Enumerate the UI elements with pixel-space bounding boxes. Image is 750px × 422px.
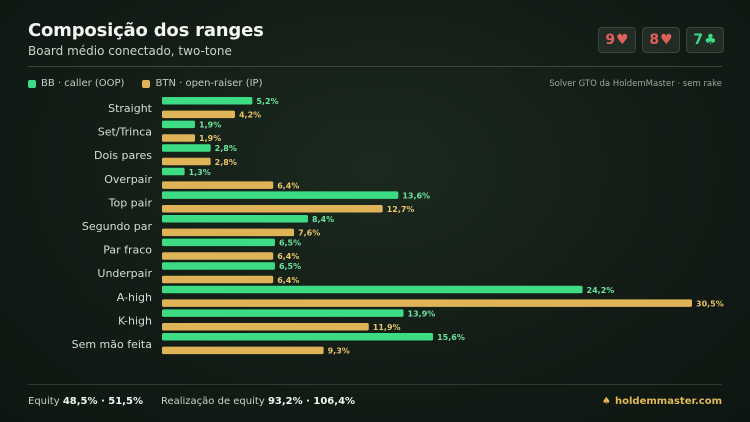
bar-bb [162, 167, 185, 176]
realization-stat: Realização de equity 93,2% · 106,4% [161, 396, 355, 407]
page-subtitle: Board médio conectado, two-tone [28, 44, 232, 58]
footer-divider [28, 384, 722, 385]
category-label: Set/Trinca [98, 126, 152, 139]
value-label-btn: 30,5% [696, 299, 724, 308]
value-label-btn: 7,6% [298, 229, 320, 238]
value-label-bb: 13,6% [402, 191, 430, 200]
bar-bb [162, 238, 275, 247]
bar-bb [162, 144, 211, 152]
spade-icon: ♠ [602, 396, 612, 407]
range-composition-chart: Straight 5,2% 4,2% Set/Trinca 1,9% 1,9% Dois p… [72, 97, 724, 356]
legend-label-bb: BB · caller (OOP) [41, 78, 125, 89]
bar-btn [162, 346, 324, 355]
card-rank: 9 [605, 32, 616, 48]
value-label-btn: 6,4% [277, 252, 299, 261]
value-label-bb: 8,4% [312, 215, 334, 224]
category-label: Overpair [104, 173, 152, 186]
bar-btn [162, 275, 274, 284]
legend-swatch-bb [28, 79, 36, 88]
realization-label: Realização de equity [160, 396, 265, 407]
legend-item-bb: BB · caller (OOP) [28, 78, 124, 89]
bar-btn [162, 228, 295, 237]
value-label-btn: 11,9% [373, 323, 401, 332]
board-card-2: 8 ♥ [642, 27, 680, 53]
value-label-btn: 9,3% [328, 347, 350, 356]
value-label-bb: 6,5% [279, 239, 301, 248]
value-label-btn: 2,8% [215, 158, 237, 167]
bar-bb [162, 309, 404, 317]
bar-btn [162, 134, 196, 142]
realization-values: 93,2% · 106,4% [267, 396, 356, 407]
category-label: Segundo par [82, 220, 153, 233]
bar-bb [162, 285, 583, 294]
legend-item-btn: BTN · open-raiser (IP) [142, 78, 262, 89]
header-divider [28, 66, 722, 67]
value-label-btn: 1,9% [199, 134, 221, 143]
legend-swatch-btn [142, 79, 151, 88]
heart-icon: ♥ [660, 32, 673, 48]
board-card-3: 7 ♣ [686, 27, 724, 53]
bar-bb [162, 333, 434, 341]
category-label: Top pair [108, 196, 153, 209]
bar-btn [162, 252, 274, 260]
value-label-btn: 6,4% [277, 181, 299, 190]
board-card-1: 9 ♥ [598, 27, 636, 53]
bar-btn [162, 323, 369, 331]
board-cards: 9 ♥ 8 ♥ 7 ♣ [598, 27, 724, 53]
category-label: A-high [117, 291, 152, 304]
bar-btn [162, 299, 692, 307]
value-label-btn: 12,7% [387, 205, 415, 214]
bar-btn [162, 205, 383, 213]
bar-bb [162, 262, 275, 270]
category-label: Dois pares [94, 149, 152, 162]
bar-btn [162, 110, 235, 119]
value-label-btn: 4,2% [239, 111, 261, 120]
category-label: K-high [118, 314, 152, 327]
card-rank: 7 [693, 32, 704, 48]
bar-btn [162, 181, 274, 189]
value-label-bb: 15,6% [437, 333, 465, 342]
value-label-bb: 1,3% [189, 168, 211, 177]
brand-link[interactable]: ♠ holdemmaster.com [602, 396, 722, 407]
value-label-bb: 24,2% [587, 286, 615, 295]
bar-btn [162, 157, 211, 166]
value-label-bb: 1,9% [199, 121, 221, 130]
category-label: Straight [108, 102, 153, 115]
footer-stats: Equity 48,5% · 51,5% Realização de equit… [28, 396, 355, 407]
bar-bb [162, 215, 308, 223]
equity-label: Equity [28, 396, 60, 407]
bar-bb [162, 120, 196, 129]
value-label-bb: 13,9% [408, 309, 436, 318]
page-title: Composição dos ranges [28, 20, 264, 41]
category-label: Sem mão feita [72, 338, 152, 351]
bar-bb [162, 191, 399, 199]
legend-label-btn: BTN · open-raiser (IP) [155, 78, 263, 89]
value-label-bb: 6,5% [279, 262, 301, 271]
equity-stat: Equity 48,5% · 51,5% [28, 396, 143, 407]
brand-label: holdemmaster.com [615, 396, 722, 407]
equity-values: 48,5% · 51,5% [62, 396, 143, 407]
value-label-bb: 5,2% [256, 97, 278, 106]
bar-bb [162, 97, 253, 105]
category-label: Par fraco [103, 244, 152, 257]
value-label-bb: 2,8% [215, 144, 237, 153]
category-label: Underpair [97, 267, 152, 280]
value-label-btn: 6,4% [277, 276, 299, 285]
chart-legend: BB · caller (OOP) BTN · open-raiser (IP) [28, 78, 262, 89]
source-note: Solver GTO da HoldemMaster · sem rake [549, 79, 722, 89]
heart-icon: ♥ [616, 32, 629, 48]
club-icon: ♣ [704, 32, 717, 48]
card-rank: 8 [649, 32, 660, 48]
